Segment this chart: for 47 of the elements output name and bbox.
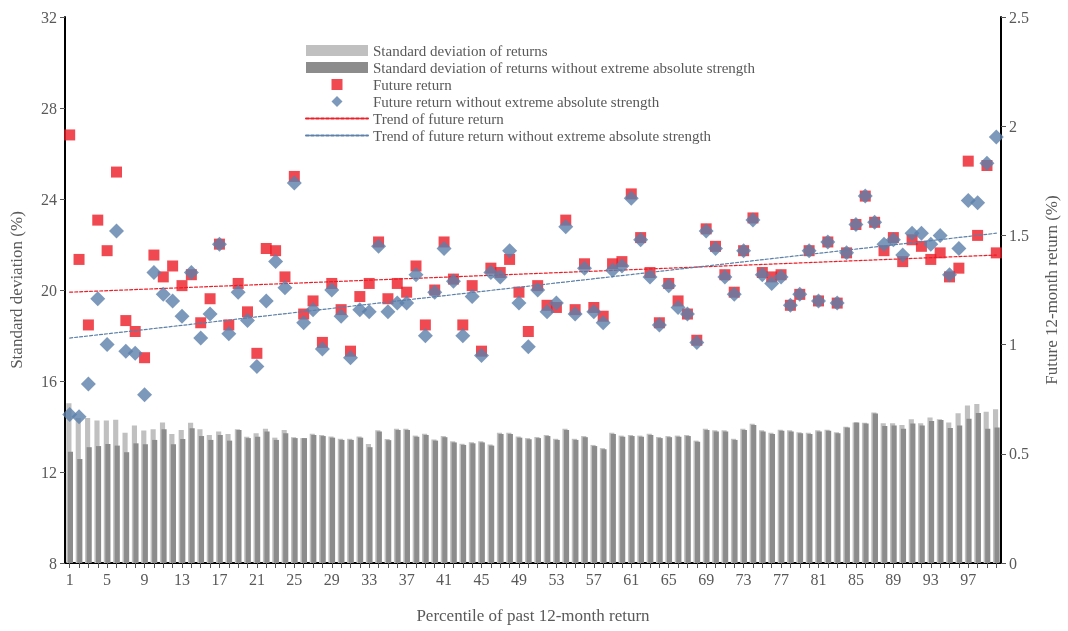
y-tick-label: 16	[41, 372, 57, 390]
legend-label: Trend of future return	[373, 110, 505, 127]
y2-tick-label: 1.5	[1009, 226, 1029, 244]
legend-label: Trend of future return without extreme absolute strength	[373, 127, 712, 144]
x-tick-label: 41	[436, 570, 453, 588]
x-tick-label: 69	[698, 570, 715, 588]
x-tick-label: 29	[323, 570, 340, 588]
x-tick-label: 9	[140, 570, 149, 588]
legend-label: Future return	[373, 76, 453, 93]
x-tick-label: 65	[660, 570, 677, 588]
legend-label: Future return without extreme absolute strength	[373, 93, 660, 110]
y-tick-label: 28	[41, 99, 57, 117]
y2-tick-label: 2	[1009, 117, 1017, 135]
y2-tick-label: 0.5	[1009, 445, 1029, 463]
y-tick-label: 8	[49, 554, 57, 572]
x-tick-label: 25	[286, 570, 303, 588]
y2-tick-label: 2.5	[1009, 8, 1029, 26]
y2-axis-title: Future 12-month return (%)	[1042, 195, 1061, 385]
y-tick-label: 20	[41, 281, 57, 299]
x-tick-label: 73	[735, 570, 752, 588]
y-tick-label: 32	[41, 8, 57, 26]
legend-label: Standard deviation of returns	[373, 42, 548, 59]
x-tick-label: 61	[623, 570, 640, 588]
x-tick-label: 89	[885, 570, 902, 588]
y-tick-label: 24	[41, 190, 57, 208]
x-axis-title: Percentile of past 12-month return	[416, 606, 651, 625]
x-tick-label: 17	[211, 570, 228, 588]
y2-tick-label: 1	[1009, 336, 1017, 354]
x-tick-label: 13	[174, 570, 190, 588]
y-tick-label: 12	[41, 463, 57, 481]
x-tick-label: 53	[548, 570, 565, 588]
x-tick-label: 21	[248, 570, 265, 588]
x-tick-label: 45	[473, 570, 490, 588]
y-axis-title: Standard deviation (%)	[7, 211, 26, 369]
x-tick-label: 81	[810, 570, 827, 588]
x-tick-label: 5	[103, 570, 112, 588]
x-tick-label: 37	[398, 570, 415, 588]
x-tick-label: 1	[65, 570, 74, 588]
x-tick-label: 77	[773, 570, 790, 588]
x-tick-label: 57	[585, 570, 602, 588]
y2-tick-label: 0	[1009, 554, 1017, 572]
x-tick-label: 49	[510, 570, 527, 588]
legend-label: Standard deviation of returns without extreme absolute strength	[373, 59, 756, 76]
x-tick-label: 85	[847, 570, 864, 588]
x-tick-label: 33	[361, 570, 378, 588]
x-tick-label: 97	[960, 570, 977, 588]
x-tick-label: 93	[922, 570, 939, 588]
